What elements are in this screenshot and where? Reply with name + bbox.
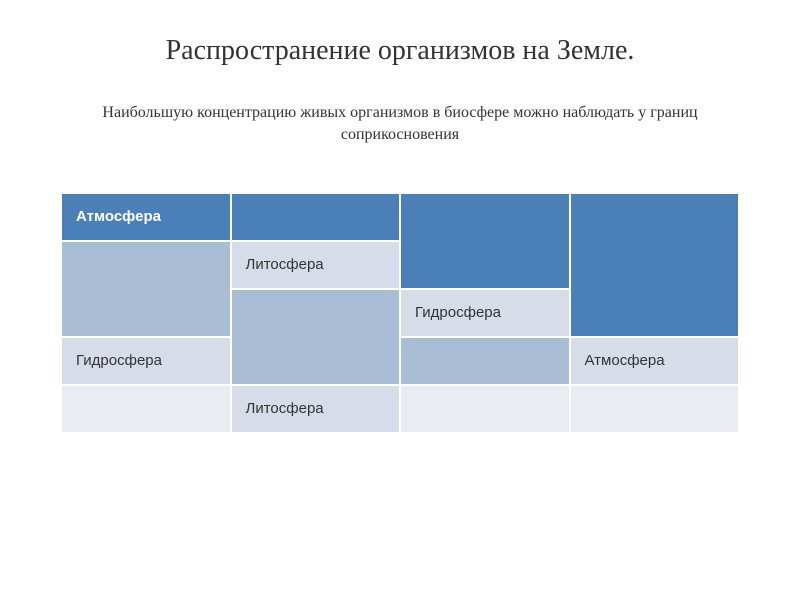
cell-empty (61, 241, 231, 337)
cell-atmosphere-right: Атмосфера (570, 337, 740, 385)
organisms-table: Атмосфера Литосфера Гидросфера Гидросфер… (60, 192, 740, 434)
cell-empty (61, 385, 231, 433)
table-row: Литосфера (61, 385, 739, 433)
slide-subtitle: Наибольшую концентрацию живых организмов… (60, 102, 740, 147)
cell-empty (570, 385, 740, 433)
cell-atmosphere-top: Атмосфера (61, 193, 231, 241)
cell-empty (400, 385, 570, 433)
cell-hydrosphere-left: Гидросфера (61, 337, 231, 385)
cell-empty (231, 289, 401, 385)
organisms-table-container: Атмосфера Литосфера Гидросфера Гидросфер… (60, 192, 740, 434)
cell-empty-span (570, 193, 740, 337)
cell-lithosphere: Литосфера (231, 241, 401, 289)
table-row: Атмосфера (61, 193, 739, 241)
cell-lithosphere-bottom: Литосфера (231, 385, 401, 433)
cell-empty-span (400, 193, 570, 289)
slide-container: Распространение организмов на Земле. Наи… (0, 0, 800, 600)
slide-title: Распространение организмов на Земле. (60, 35, 740, 67)
table-row: Гидросфера Атмосфера (61, 337, 739, 385)
cell-hydrosphere: Гидросфера (400, 289, 570, 337)
cell-empty (400, 337, 570, 385)
cell-empty (231, 193, 401, 241)
